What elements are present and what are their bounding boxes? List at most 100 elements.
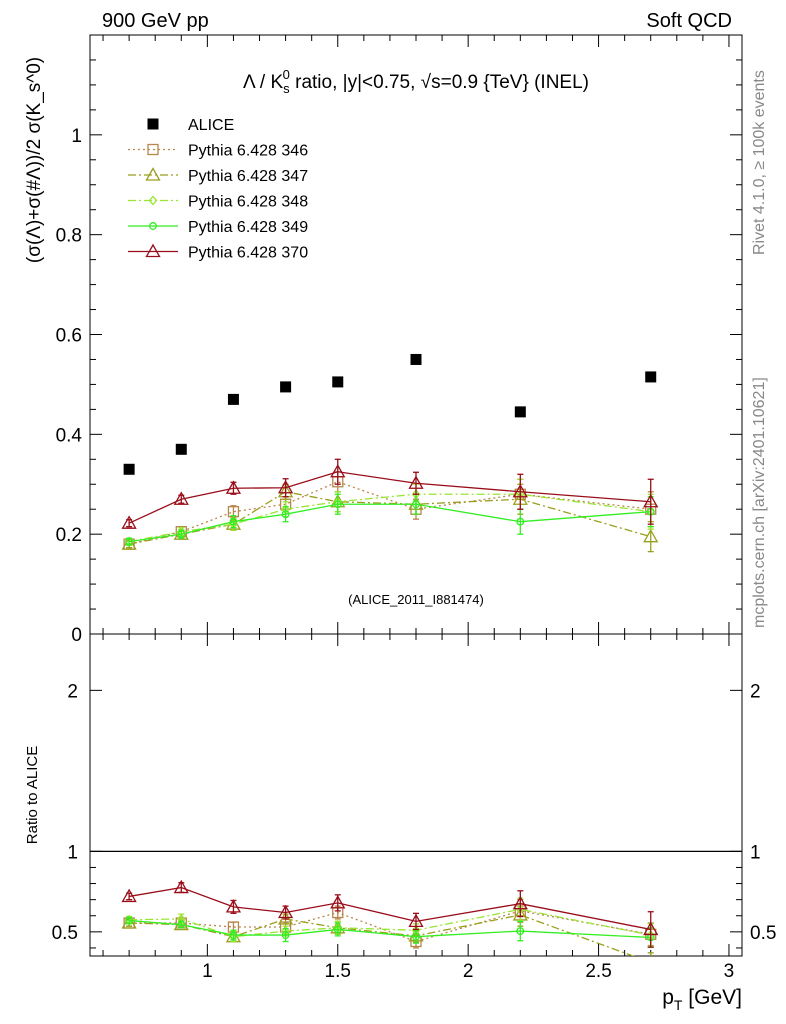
main-ytick-label: 0.2 (56, 525, 82, 546)
ratio-point-p370 (330, 895, 346, 909)
ratio-ytick-label-left: 0.5 (52, 923, 78, 944)
xtick-label: 1 (202, 961, 213, 982)
ratio-point-p349 (229, 931, 238, 940)
main-point-p349 (125, 537, 134, 546)
ratio-ytick-label-right: 0.5 (750, 923, 776, 944)
ratio-point-p370 (408, 913, 424, 928)
main-axes: 0 0.2 0.4 0.6 0.8 1 (56, 34, 742, 646)
ratio-ytick-label-right: 1 (750, 842, 761, 863)
ratio-series-p346 (123, 899, 657, 949)
title-sup: 0 (283, 67, 290, 82)
ratio-point-p349 (412, 932, 420, 941)
legend-entry-p347: Pythia 6.428 347 (128, 167, 308, 185)
legend-marker-data (147, 118, 159, 130)
legend-marker-p347 (145, 167, 161, 181)
main-point-p370 (173, 491, 189, 505)
title-lead: Λ / K (243, 72, 283, 93)
ratio-line-p349 (129, 919, 651, 939)
main-point-data (280, 381, 292, 393)
title-sqrt: √ (421, 72, 432, 93)
ratio-line-p346 (129, 910, 651, 943)
legend-marker-p370 (145, 243, 161, 258)
main-ytick-label: 0.4 (56, 425, 83, 446)
main-point-p349 (281, 510, 290, 519)
xtick-label: 3 (724, 961, 735, 982)
main-point-p370 (330, 463, 346, 478)
main-point-data (410, 353, 422, 365)
ratio-point-p370 (277, 904, 294, 919)
xlabel: pT [GeV] (662, 986, 742, 1013)
xtick-label: 2.5 (585, 961, 611, 982)
ratio-series-p370 (121, 879, 659, 948)
ratio-series-layer (121, 879, 659, 956)
ratio-point-p349 (516, 927, 525, 935)
main-series-data (123, 353, 657, 475)
legend-label: Pythia 6.428 346 (188, 143, 308, 160)
main-point-p370 (512, 483, 528, 498)
main-point-data (514, 406, 526, 418)
main-series-p346 (123, 471, 657, 550)
main-point-p370 (277, 479, 294, 494)
ratio-point-p349 (281, 931, 290, 940)
main-series-p370 (121, 458, 659, 529)
main-point-p349 (333, 500, 342, 509)
ratio-plot-frame (89, 633, 743, 957)
xtick-label: 2 (463, 961, 474, 982)
ratio-point-p349 (125, 916, 134, 925)
main-ylabel: (σ(Λ)+σ(#Λ))/2 σ(K_s^0) (24, 57, 45, 263)
main-point-p370 (121, 515, 137, 529)
main-point-data (175, 443, 187, 455)
ratio-ytick-label-right: 2 (750, 681, 761, 702)
legend-entry-p346: Pythia 6.428 346 (128, 143, 308, 160)
main-point-p347 (643, 528, 659, 543)
ratio-point-p347 (649, 954, 652, 956)
main-series-layer (121, 353, 659, 553)
ratio-line-p347 (129, 914, 635, 956)
xlabel-sub: T (674, 997, 683, 1013)
rivet-version-text: Rivet 4.1.0, ≥ 100k events (751, 70, 768, 255)
main-point-data (332, 376, 344, 388)
legend-entry-p370: Pythia 6.428 370 (128, 243, 308, 262)
header-left: 900 GeV pp (102, 10, 209, 32)
main-point-p349 (412, 500, 420, 509)
ratio-point-p370 (643, 921, 659, 936)
legend-entry-p349: Pythia 6.428 349 (128, 219, 308, 236)
xlabel-p: p (662, 986, 674, 1009)
main-point-p349 (177, 530, 186, 539)
title-tail: s=0.9 {TeV} (INEL) (431, 72, 589, 93)
ratio-ylabel: Ratio to ALICE (24, 746, 41, 844)
ratio-point-p370 (512, 895, 528, 910)
ratio-point-p370 (225, 899, 242, 913)
main-line-p346 (128, 481, 651, 545)
main-point-p349 (229, 517, 238, 526)
legend-marker-p348 (148, 195, 158, 206)
main-ytick-label: 0.8 (56, 226, 82, 247)
ratio-axes: 0.5 0.5 1 1 2 2 1 1.5 2 2.5 3 (52, 634, 776, 982)
main-line-p370 (128, 471, 651, 524)
ratio-series-p348 (124, 897, 656, 947)
main-point-p370 (225, 480, 242, 494)
xtick-label: 1.5 (325, 961, 351, 982)
main-plot-title: Λ / Ks0 ratio, |y|<0.75, √s=0.9 {TeV} (I… (243, 67, 589, 96)
title-mid: ratio, |y|<0.75, (290, 72, 421, 93)
legend-label: Pythia 6.428 348 (188, 194, 308, 211)
ratio-ytick-label-left: 1 (67, 842, 78, 863)
analysis-tag: (ALICE_2011_I881474) (348, 592, 484, 607)
legend-marker-p346 (147, 143, 159, 156)
legend-label: Pythia 6.428 349 (188, 219, 308, 236)
ratio-point-p370 (121, 888, 137, 903)
title-sub: s (283, 81, 290, 96)
main-ytick-label: 0 (71, 625, 82, 646)
legend: ALICE Pythia 6.428 346 Pythia 6.428 347 Pyt… (128, 117, 308, 262)
ratio-point-p370 (173, 879, 189, 894)
main-point-data (227, 393, 239, 405)
mcplots-text: mcplots.cern.ch [arXiv:2401.10621] (751, 377, 768, 628)
main-line-p347 (128, 491, 651, 545)
main-point-p370 (643, 493, 659, 508)
legend-label: Pythia 6.428 347 (188, 168, 308, 185)
ratio-point-p347 (277, 911, 294, 925)
main-ytick-label: 1 (71, 126, 82, 147)
main-series-p348 (124, 478, 656, 547)
main-point-p370 (408, 475, 424, 489)
